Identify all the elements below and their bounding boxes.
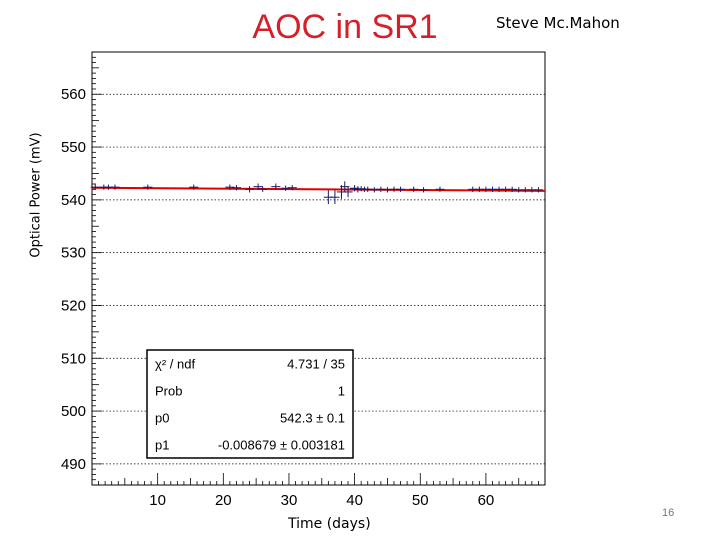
x-tick-label: 20 (215, 492, 232, 509)
slide-title: AOC in SR1 (252, 8, 438, 46)
data-point (507, 186, 517, 192)
author-name: Steve Mc.Mahon (496, 14, 620, 32)
data-point (110, 184, 120, 190)
data-point (435, 186, 445, 192)
data-point (369, 187, 379, 193)
data-point (189, 184, 199, 190)
stats-label: p1 (155, 438, 169, 453)
y-tick-label: 510 (61, 350, 86, 367)
data-point (418, 187, 429, 193)
stats-value: 1 (338, 384, 345, 399)
stats-label: Prob (155, 384, 182, 399)
data-point (253, 183, 263, 190)
y-tick-label: 520 (61, 297, 86, 314)
data-point (225, 184, 235, 190)
y-tick-label: 540 (61, 192, 86, 209)
stats-label: p0 (155, 411, 169, 426)
y-tick-label: 560 (61, 86, 86, 103)
data-point (281, 185, 291, 191)
x-tick-label: 60 (478, 492, 495, 509)
fit-line (91, 186, 546, 192)
data-point (143, 184, 153, 190)
y-tick-label: 530 (61, 245, 86, 262)
data-point (382, 187, 393, 193)
data-point (409, 186, 419, 192)
x-tick-label: 10 (149, 492, 166, 509)
stats-label: χ² / ndf (155, 357, 195, 372)
data-point (533, 187, 544, 193)
x-tick-label: 30 (281, 492, 298, 509)
y-tick-label: 490 (61, 456, 86, 473)
data-point (90, 184, 100, 190)
y-tick-label: 550 (61, 139, 86, 156)
stats-value: -0.008679 ± 0.003181 (218, 438, 345, 453)
data-point (271, 183, 281, 190)
data-point (231, 185, 242, 191)
stats-value: 4.731 / 35 (287, 357, 345, 372)
data-point (287, 185, 297, 191)
y-tick-label: 500 (61, 403, 86, 420)
x-axis-label: Time (days) (288, 516, 371, 532)
x-tick-label: 50 (412, 492, 429, 509)
data-point (343, 186, 353, 198)
stats-value: 542.3 ± 0.1 (280, 411, 345, 426)
data-point (258, 186, 268, 192)
x-tick-label: 40 (346, 492, 363, 509)
data-point (363, 186, 373, 192)
data-point (330, 190, 340, 205)
page-number: 16 (662, 507, 675, 519)
data-point (395, 186, 406, 192)
data-point (376, 186, 386, 192)
data-point (244, 186, 255, 193)
stats-box (146, 349, 354, 459)
